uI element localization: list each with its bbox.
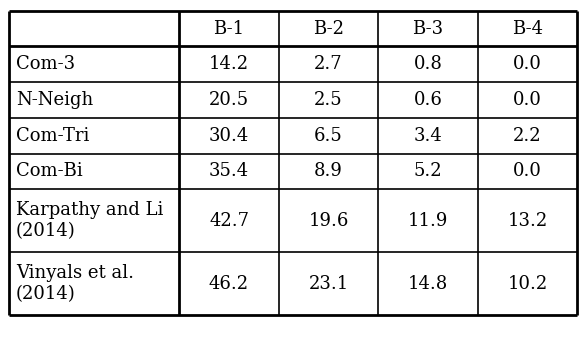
Text: 0.0: 0.0 (513, 163, 542, 180)
Text: 2.7: 2.7 (314, 55, 343, 73)
Text: 13.2: 13.2 (507, 212, 547, 230)
Text: 3.4: 3.4 (414, 127, 442, 145)
Text: 23.1: 23.1 (308, 275, 349, 292)
Text: 11.9: 11.9 (408, 212, 448, 230)
Text: 8.9: 8.9 (314, 163, 343, 180)
Text: 10.2: 10.2 (507, 275, 547, 292)
Text: Karpathy and Li
(2014): Karpathy and Li (2014) (16, 201, 163, 240)
Text: 5.2: 5.2 (414, 163, 442, 180)
Text: B-4: B-4 (512, 20, 543, 38)
Text: 14.2: 14.2 (209, 55, 249, 73)
Text: B-3: B-3 (413, 20, 444, 38)
Text: Com-Tri: Com-Tri (16, 127, 89, 145)
Text: B-2: B-2 (313, 20, 344, 38)
Text: 42.7: 42.7 (209, 212, 249, 230)
Text: 46.2: 46.2 (209, 275, 249, 292)
Text: Com-Bi: Com-Bi (16, 163, 83, 180)
Text: 35.4: 35.4 (209, 163, 249, 180)
Text: 30.4: 30.4 (209, 127, 249, 145)
Text: Com-3: Com-3 (16, 55, 75, 73)
Text: 14.8: 14.8 (408, 275, 448, 292)
Text: N-Neigh: N-Neigh (16, 91, 93, 109)
Text: 2.5: 2.5 (314, 91, 343, 109)
Text: 0.6: 0.6 (414, 91, 442, 109)
Text: 6.5: 6.5 (314, 127, 343, 145)
Text: B-1: B-1 (213, 20, 244, 38)
Text: 0.0: 0.0 (513, 91, 542, 109)
Text: 2.2: 2.2 (513, 127, 542, 145)
Text: 0.0: 0.0 (513, 55, 542, 73)
Text: 20.5: 20.5 (209, 91, 249, 109)
Text: Vinyals et al.
(2014): Vinyals et al. (2014) (16, 264, 134, 303)
Text: 0.8: 0.8 (414, 55, 442, 73)
Text: 19.6: 19.6 (308, 212, 349, 230)
